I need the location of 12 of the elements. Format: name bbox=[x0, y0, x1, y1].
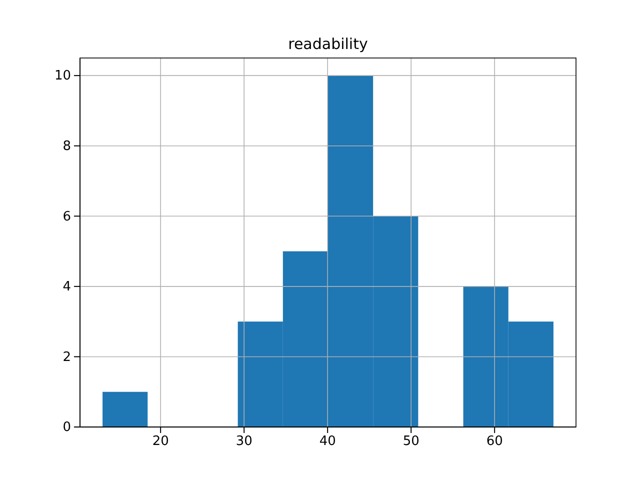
x-tick-label: 20 bbox=[152, 434, 169, 450]
x-tick-label: 40 bbox=[319, 434, 336, 450]
x-tick-label: 30 bbox=[236, 434, 252, 450]
y-tick-label: 4 bbox=[62, 280, 71, 295]
y-tick-label: 6 bbox=[62, 209, 71, 224]
y-tick-label: 10 bbox=[54, 68, 71, 84]
x-tick-label: 50 bbox=[402, 434, 420, 450]
y-tick-label: 0 bbox=[62, 420, 71, 436]
y-tick-label: 8 bbox=[62, 139, 71, 154]
x-tick-label: 60 bbox=[486, 434, 503, 450]
y-tick-label: 2 bbox=[62, 350, 71, 365]
chart-title: readability bbox=[288, 35, 368, 53]
